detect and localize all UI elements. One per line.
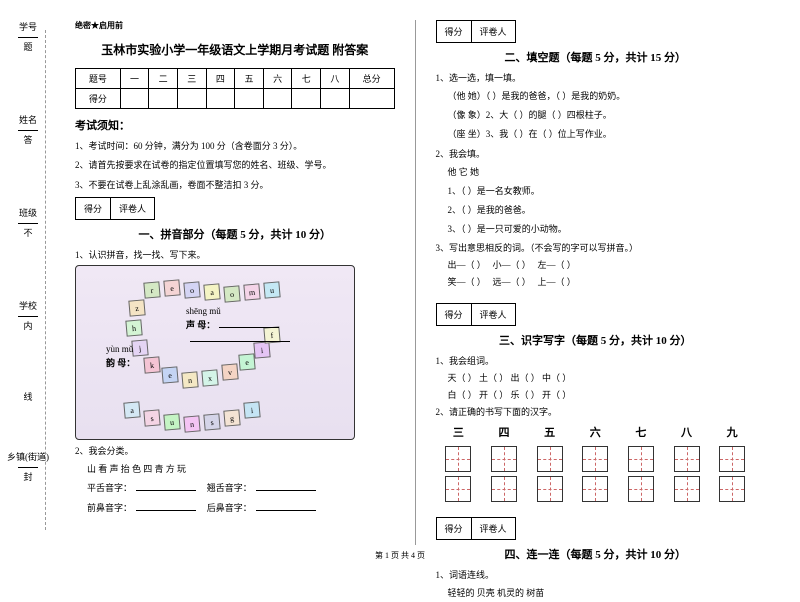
shengmu-label: 声 母： [186, 318, 283, 331]
sidebar-marker-line: 线 [22, 392, 35, 401]
notice-title: 考试须知： [75, 117, 395, 133]
s4q1-words: 轻轻的 贝壳 机灵的 树苗 [448, 585, 756, 601]
s2q1-l1: （他 她）（ ）是我的爸爸，（ ）是我的奶奶。 [448, 88, 756, 104]
s2q2-l1: 1、（ ）是一名女教师。 [448, 183, 756, 199]
q2-label: 2、我会分类。 [75, 444, 395, 457]
q2-line2: 前鼻音字： 后鼻音字： [87, 500, 395, 516]
s3q1: 1、我会组词。 [436, 354, 756, 367]
s2q2-l3: 3、（ ）是一只可爱的小动物。 [448, 221, 756, 237]
binding-sidebar: 学号题 姓名答 班级不 学校内 线 乡镇(街道)封 [8, 20, 48, 520]
section3-title: 三、识字写字（每题 5 分，共计 10 分） [436, 332, 756, 348]
sidebar-field-town: 乡镇(街道)封 [7, 450, 49, 520]
s3q2: 2、请正确的书写下面的汉字。 [436, 405, 756, 418]
notice-item: 3、不要在试卷上乱涂乱画，卷面不整洁扣 3 分。 [75, 178, 395, 192]
section1-title: 一、拼音部分（每题 5 分，共计 10 分） [75, 226, 395, 242]
s4q1: 1、词语连线。 [436, 568, 756, 581]
s2q1-l3: （座 坐）3、我（ ）在（ ）位上写作业。 [448, 126, 756, 142]
shengmu-py: shēng mǔ [186, 306, 221, 316]
sidebar-field-id: 学号题 [18, 20, 38, 64]
score-box: 得分评卷人 [436, 20, 516, 43]
s2q2-h: 他 它 她 [448, 164, 756, 180]
s2q3: 3、写出意思相反的词。（不会写的字可以写拼音。） [436, 241, 756, 254]
s3q1-l1: 天（ ） 土（ ） 出（ ） 中（ ） [448, 371, 756, 384]
q1-label: 1、认识拼音，找一找、写下来。 [75, 248, 395, 261]
sidebar-field-name: 姓名答 [18, 113, 38, 157]
score-box: 得分评卷人 [436, 517, 516, 540]
grid-row [436, 476, 756, 502]
q2-line1: 平舌音字： 翘舌音字： [87, 480, 395, 496]
page-footer: 第 1 页 共 4 页 [0, 550, 800, 561]
yunmu-py: yùn mǔ [106, 344, 133, 354]
right-column: 得分评卷人 二、填空题（每题 5 分，共计 15 分） 1、选一选，填一填。 （… [421, 20, 771, 545]
sidebar-field-class: 班级不 [18, 206, 38, 250]
notice-item: 2、请首先按要求在试卷的指定位置填写您的姓名、班级、学号。 [75, 158, 395, 172]
page-container: 绝密★启用前 玉林市实验小学一年级语文上学期月考试题 附答案 题号一二三四五六七… [0, 0, 800, 555]
q2-text: 山 看 声 抬 色 四 青 方 玩 [87, 461, 395, 477]
pinyin-snake-image: reoaomuzhjkenxveifasunsgi shēng mǔ 声 母： … [75, 265, 355, 440]
score-table: 题号一二三四五六七八总分 得分 [75, 68, 395, 109]
char-row: 三四五六七八九 [436, 424, 756, 440]
score-box: 得分评卷人 [436, 303, 516, 326]
s2q1: 1、选一选，填一填。 [436, 71, 756, 84]
sidebar-field-school: 学校内 [18, 299, 38, 343]
notice-item: 1、考试时间：60 分钟，满分为 100 分（含卷面分 3 分）。 [75, 139, 395, 153]
s2q3-r1: 出—（ ） 小—（ ） 左—（ ） [448, 258, 756, 271]
grid-row [436, 446, 756, 472]
s2q2: 2、我会填。 [436, 147, 756, 160]
s2q1-l2: （像 象）2、大（ ）的腿（ ）四根柱子。 [448, 107, 756, 123]
line2 [186, 334, 294, 344]
yunmu-label: 韵 母： [106, 356, 135, 369]
fold-line [45, 30, 46, 530]
score-box: 得分评卷人 [75, 197, 155, 220]
column-divider [415, 20, 416, 545]
left-column: 绝密★启用前 玉林市实验小学一年级语文上学期月考试题 附答案 题号一二三四五六七… [60, 20, 410, 545]
s3q1-l2: 白（ ） 开（ ） 乐（ ） 开（ ） [448, 388, 756, 401]
exam-title: 玉林市实验小学一年级语文上学期月考试题 附答案 [75, 41, 395, 58]
s2q2-l2: 2、（ ）是我的爸爸。 [448, 202, 756, 218]
section2-title: 二、填空题（每题 5 分，共计 15 分） [436, 49, 756, 65]
s2q3-r2: 笑—（ ） 远—（ ） 上—（ ） [448, 275, 756, 288]
secret-label: 绝密★启用前 [75, 20, 395, 31]
